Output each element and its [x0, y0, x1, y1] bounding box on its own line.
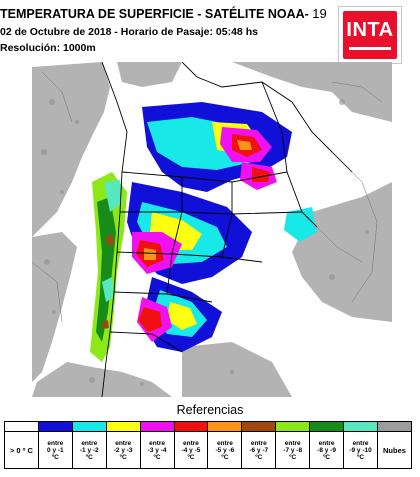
legend-label-line: -5 y -6 [215, 446, 235, 454]
legend-label-line: -6 y -7 [249, 446, 269, 454]
legend-label-line: ºC [85, 453, 93, 461]
legend-label-line: -9 y -10 [349, 446, 372, 454]
legend-label: entre 0 y -1 ºC [37, 431, 73, 469]
legend-label-line: entre [250, 439, 267, 447]
legend-swatch [4, 421, 39, 432]
legend-title: Referencias [176, 403, 244, 417]
legend-label: entre -3 y -4 ºC [139, 431, 175, 469]
legend-swatch-row [4, 421, 413, 432]
legend-swatch [376, 421, 413, 432]
legend-label-line: -3 y -4 [147, 446, 167, 454]
legend-swatch [139, 421, 175, 432]
legend-swatch [37, 421, 73, 432]
legend-label-line: entre [183, 439, 199, 447]
legend-label-line: entre [284, 439, 301, 447]
legend-label-line: -4 y -5 [181, 446, 201, 454]
legend-label-line: 0 y -1 [47, 446, 64, 454]
legend-swatch [207, 421, 243, 432]
legend-swatch [309, 421, 345, 432]
legend-label: entre -5 y -6 ºC [207, 431, 243, 469]
legend-label: entre -1 y -2 ºC [71, 431, 107, 469]
legend-label-line: entre [149, 439, 166, 447]
legend-swatch [241, 421, 277, 432]
legend-label: entre -7 y -8 ºC [275, 431, 311, 469]
legend-swatch [173, 421, 209, 432]
legend-label-line: -1 y -2 [79, 446, 99, 454]
legend-label-line: entre [216, 439, 233, 447]
legend-label-line: entre [352, 439, 369, 447]
legend-label-line: ºC [289, 453, 297, 461]
legend-label-line: ºC [153, 453, 161, 461]
legend-label-line: ºC [255, 453, 263, 461]
legend-label: entre -4 y -5 ºC [173, 431, 209, 469]
inta-logo: INTA [338, 6, 402, 64]
legend-label-line: -2 y -3 [113, 446, 133, 454]
legend-label: Nubes [376, 431, 413, 469]
legend-label-line: -7 y -8 [283, 446, 303, 454]
legend-label-line: > 0 º C [9, 445, 33, 455]
temperature-patches [90, 102, 317, 362]
borders [101, 62, 353, 397]
legend-label-line: ºC [221, 453, 229, 461]
legend-label-line: entre [81, 439, 98, 447]
legend-swatch [275, 421, 311, 432]
legend-label-line: ºC [323, 453, 331, 461]
legend-label-line: ºC [356, 453, 365, 461]
legend-label: entre -6 y -7 ºC [241, 431, 277, 469]
legend-label: entre -8 y -9 ºC [309, 431, 345, 469]
legend-label-line: entre [318, 439, 335, 447]
legend-swatch [105, 421, 141, 432]
legend-label: > 0 º C [4, 431, 39, 469]
legend-label: entre -2 y -3 ºC [105, 431, 141, 469]
date-line: 02 de Octubre de 2018 - Horario de Pasaj… [0, 26, 258, 38]
satellite-number: 19 [312, 6, 327, 21]
legend-label-line: -8 y -9 [317, 446, 336, 454]
legend-label-line: ºC [187, 453, 195, 461]
legend-label-line: ºC [119, 453, 127, 461]
legend-label-line: entre [47, 439, 64, 447]
legend-label-line: ºC [51, 453, 59, 461]
legend-swatch [343, 421, 378, 432]
temperature-map [32, 62, 392, 397]
legend-label: entre -9 y -10 ºC [343, 431, 378, 469]
resolution-line: Resolución: 1000m [0, 42, 96, 54]
legend-label-line: Nubes [383, 445, 406, 455]
legend-label-line: entre [115, 439, 132, 447]
map-title: TEMPERATURA DE SUPERFICIE - SATÉLITE NOA… [0, 6, 327, 21]
legend-swatch [71, 421, 107, 432]
